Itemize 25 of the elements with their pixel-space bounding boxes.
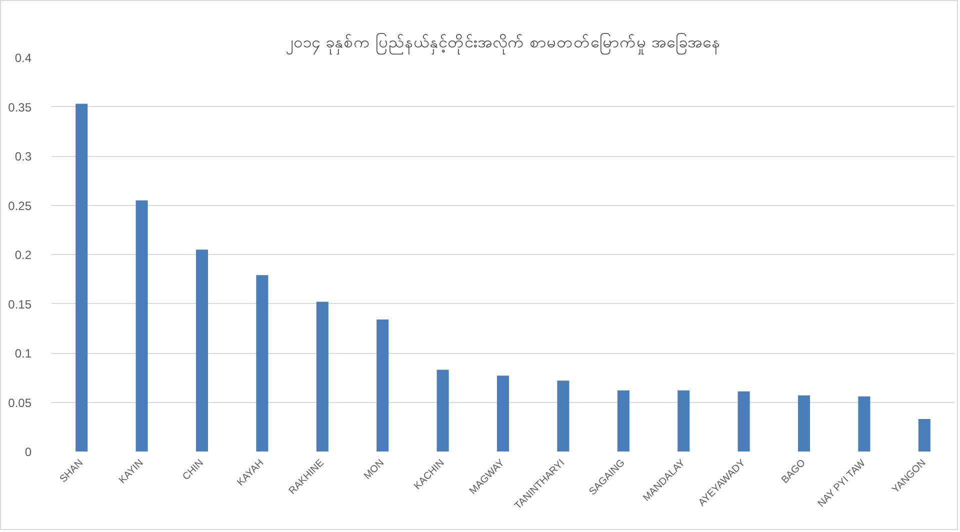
bar [678, 390, 690, 452]
y-tick-label: 0.05 [8, 396, 32, 410]
bar [617, 390, 630, 452]
bar [436, 370, 449, 452]
bar [76, 104, 88, 452]
bar [798, 395, 810, 452]
y-tick-label: 0 [24, 445, 32, 459]
bar [256, 275, 268, 452]
y-tick-label: 0.2 [14, 248, 32, 262]
chart-title: ၂၀၁၄ ခုနှစ်က ပြည်နယ်နှင့်တိုင်းအလိုက် စာမတတ်မြောက်မှု အခြေအနေ [285, 32, 721, 54]
bar [496, 376, 510, 452]
bar [136, 200, 148, 452]
bar [918, 418, 930, 452]
y-tick-label: 0.35 [8, 100, 32, 114]
bar [316, 302, 328, 452]
y-tick-label: 0.15 [8, 297, 32, 312]
bar [738, 391, 750, 452]
bar [858, 396, 870, 452]
y-tick-label: 0.25 [8, 198, 32, 213]
y-tick-label: 0.3 [14, 150, 32, 164]
y-tick-label: 0.4 [14, 51, 32, 65]
y-tick-label: 0.1 [14, 346, 32, 360]
bar [196, 250, 208, 452]
bar [557, 380, 570, 452]
bar [376, 320, 389, 452]
